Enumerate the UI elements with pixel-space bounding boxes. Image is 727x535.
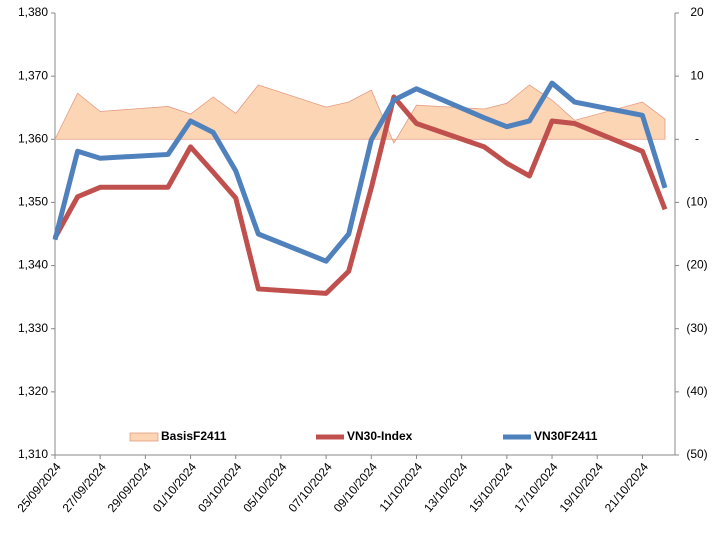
legend-label: VN30F2411 [534,429,598,443]
y-tick-label: 1,350 [18,195,48,209]
y-tick-label: 1,320 [18,384,48,398]
x-tick-label: 03/10/2024 [195,460,245,515]
x-tick-label: 05/10/2024 [240,460,290,515]
y2-tick-label: (40) [686,384,707,398]
area [54,84,666,144]
x-tick-label: 11/10/2024 [376,460,425,515]
x-tick-label: 25/09/2024 [14,460,64,515]
y2-tick-label: - [695,131,699,145]
y2-tick-label: (20) [686,258,707,272]
x-tick-label: 19/10/2024 [557,460,607,515]
legend-swatch [129,432,159,442]
y-tick-label: 1,310 [18,447,48,461]
x-tick-label: 07/10/2024 [286,460,336,515]
x-tick-label: 17/10/2024 [511,460,561,515]
x-tick-label: 15/10/2024 [466,460,516,515]
x-tick-label: 09/10/2024 [331,460,381,515]
y2-tick-label: 10 [690,68,704,82]
legend-label: BasisF2411 [161,429,227,443]
line [52,80,668,264]
y-tick-label: 1,330 [18,321,48,335]
y-tick-label: 1,370 [18,68,48,82]
y-tick-label: 1,340 [18,258,48,272]
line [52,94,668,296]
x-tick-label: 01/10/2024 [150,460,200,515]
x-tick-label: 29/09/2024 [105,460,155,515]
y2-tick-label: (50) [686,447,707,461]
x-tick-label: 13/10/2024 [421,460,471,515]
y2-tick-label: (30) [686,321,707,335]
y2-tick-label: (10) [686,195,707,209]
y-tick-label: 1,380 [18,5,48,19]
x-tick-label: 27/09/2024 [60,460,110,515]
y-tick-label: 1,360 [18,131,48,145]
legend: BasisF2411 VN30-Index VN30F2411 [129,429,598,443]
x-tick-label: 21/10/2024 [602,460,652,515]
y2-tick-label: 20 [690,5,704,19]
legend-label: VN30-Index [347,429,413,443]
